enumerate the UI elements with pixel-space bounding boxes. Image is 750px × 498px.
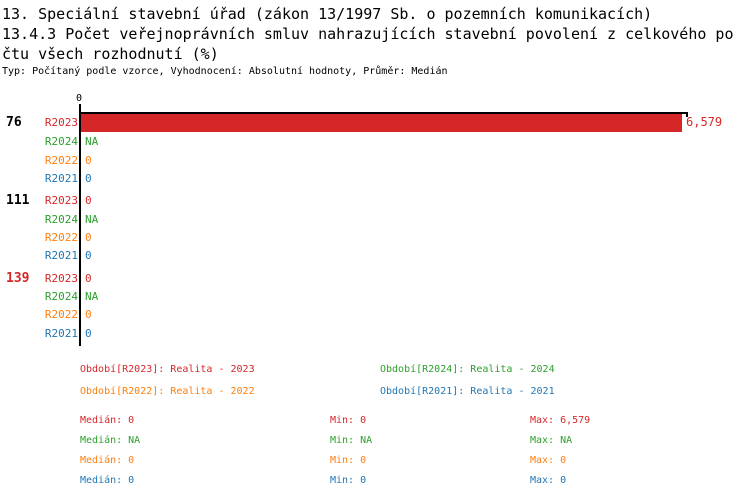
chart-row: R2022 0 bbox=[0, 151, 750, 170]
series-label-r2023: R2023 bbox=[44, 116, 78, 129]
stat-median-r2024: Medián: NA bbox=[80, 435, 141, 446]
stat-min-r2021: Min: 0 bbox=[330, 475, 367, 486]
row-value: 0 bbox=[85, 272, 92, 285]
group-label-76: 76 bbox=[6, 115, 22, 130]
page-title-line2: 13.4.3 Počet veřejnoprávních smluv nahra… bbox=[2, 25, 734, 43]
stat-median-r2021: Medián: 0 bbox=[80, 475, 135, 486]
chart-row: R2024 NA bbox=[0, 132, 750, 151]
chart-row: R2023 6,579 bbox=[0, 113, 750, 132]
stat-median-r2023: Medián: 0 bbox=[80, 415, 135, 426]
series-label-r2024: R2024 bbox=[44, 213, 78, 226]
stat-max-r2023: Max: 6,579 bbox=[530, 415, 591, 426]
row-value: 0 bbox=[85, 172, 92, 185]
chart-row: R2022 0 bbox=[0, 305, 750, 324]
chart-row: R2022 0 bbox=[0, 228, 750, 247]
indicator-meta: Typ: Počítaný podle vzorce, Vyhodnocení:… bbox=[2, 66, 448, 77]
stat-median-r2022: Medián: 0 bbox=[80, 455, 135, 466]
series-label-r2024: R2024 bbox=[44, 135, 78, 148]
series-label-r2021: R2021 bbox=[44, 327, 78, 340]
row-value: 0 bbox=[85, 327, 92, 340]
series-label-r2023: R2023 bbox=[44, 272, 78, 285]
legend-item-r2022: Období[R2022]: Realita - 2022 bbox=[80, 386, 255, 397]
stat-max-r2022: Max: 0 bbox=[530, 455, 567, 466]
row-value: 0 bbox=[85, 249, 92, 262]
stat-min-r2024: Min: NA bbox=[330, 435, 373, 446]
category-axis-line bbox=[79, 104, 81, 346]
row-value: 0 bbox=[85, 308, 92, 321]
stat-max-r2021: Max: 0 bbox=[530, 475, 567, 486]
value-axis-line bbox=[79, 112, 688, 114]
row-value: 0 bbox=[85, 154, 92, 167]
value-axis-right-tick bbox=[686, 112, 688, 117]
group-label-139: 139 bbox=[6, 271, 30, 286]
page-title-line3: čtu všech rozhodnutí (%) bbox=[2, 45, 219, 63]
row-value: 0 bbox=[85, 194, 92, 207]
stat-min-r2022: Min: 0 bbox=[330, 455, 367, 466]
series-label-r2022: R2022 bbox=[44, 154, 78, 167]
row-value: NA bbox=[85, 135, 99, 148]
row-value: NA bbox=[85, 213, 99, 226]
row-value: NA bbox=[85, 290, 99, 303]
series-label-r2021: R2021 bbox=[44, 249, 78, 262]
series-label-r2024: R2024 bbox=[44, 290, 78, 303]
series-label-r2022: R2022 bbox=[44, 231, 78, 244]
chart-row: R2024 NA bbox=[0, 210, 750, 229]
chart-row: R2021 0 bbox=[0, 324, 750, 343]
chart-row: R2021 0 bbox=[0, 169, 750, 188]
stat-min-r2023: Min: 0 bbox=[330, 415, 367, 426]
series-label-r2021: R2021 bbox=[44, 172, 78, 185]
value-axis-zero-label: 0 bbox=[76, 93, 83, 104]
chart-row: R2023 0 bbox=[0, 191, 750, 210]
bar-r2023 bbox=[81, 114, 682, 132]
series-label-r2022: R2022 bbox=[44, 308, 78, 321]
legend-item-r2021: Období[R2021]: Realita - 2021 bbox=[380, 386, 555, 397]
chart-row: R2023 0 bbox=[0, 269, 750, 288]
series-label-r2023: R2023 bbox=[44, 194, 78, 207]
page-title-line1: 13. Speciální stavební úřad (zákon 13/19… bbox=[2, 5, 653, 23]
row-value: 0 bbox=[85, 231, 92, 244]
stat-max-r2024: Max: NA bbox=[530, 435, 573, 446]
legend-item-r2024: Období[R2024]: Realita - 2024 bbox=[380, 364, 555, 375]
bar-value-label: 6,579 bbox=[686, 115, 723, 129]
group-label-111: 111 bbox=[6, 193, 30, 208]
legend-item-r2023: Období[R2023]: Realita - 2023 bbox=[80, 364, 255, 375]
chart-row: R2021 0 bbox=[0, 246, 750, 265]
chart-row: R2024 NA bbox=[0, 287, 750, 306]
